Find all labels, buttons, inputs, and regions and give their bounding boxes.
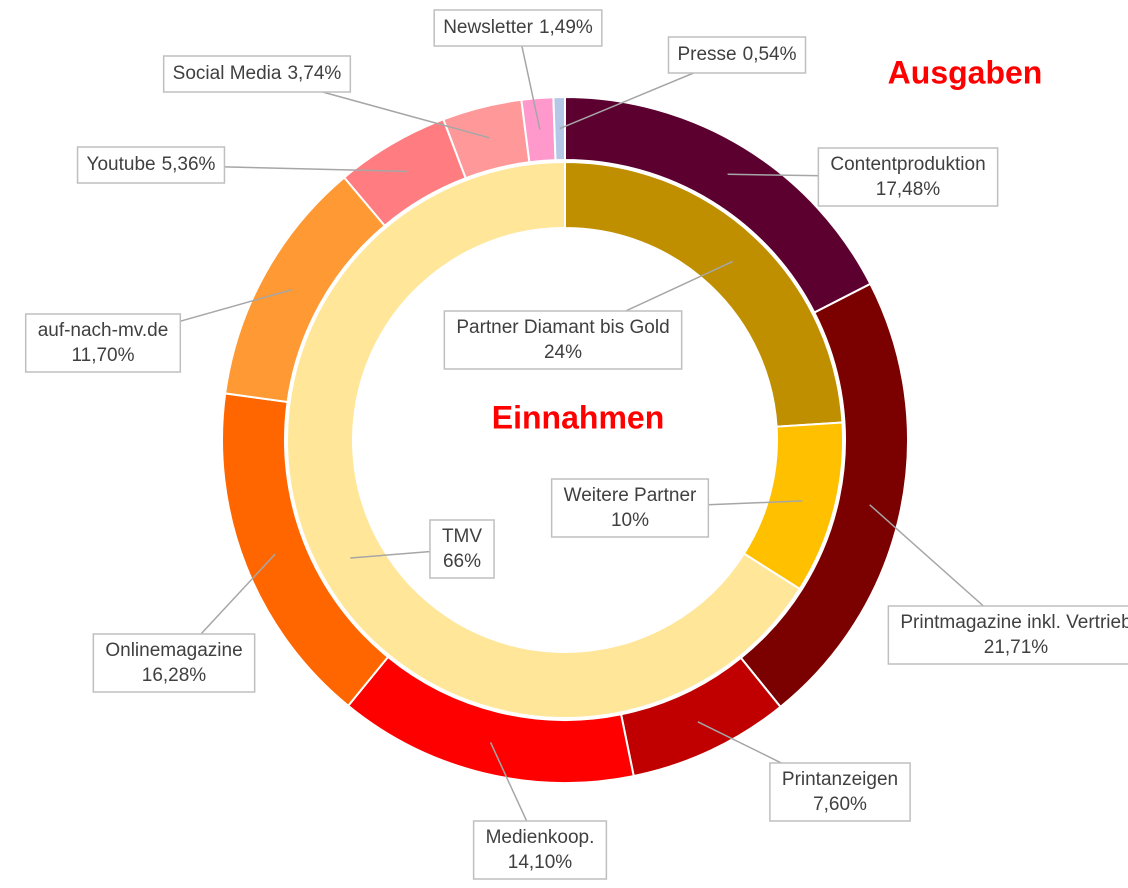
data-label: auf-nach-mv.de 11,70% (24, 313, 182, 373)
data-label: Partner Diamant bis Gold 24% (443, 310, 683, 370)
label-box (24, 313, 182, 373)
data-label: Presse 0,54% (667, 36, 807, 74)
label-value: 11,70% (71, 345, 134, 366)
label: Presse 0,54% (677, 44, 796, 65)
donut-slice (552, 95, 566, 162)
label-box (550, 478, 710, 538)
label-value: 14,10% (508, 852, 573, 873)
label-name: Onlinemagazine (105, 640, 242, 661)
data-label: TMV 66% (429, 519, 495, 579)
label-value: 10% (611, 510, 649, 531)
label-box (769, 762, 911, 822)
label-name: TMV (442, 526, 482, 547)
label-value: 21,71% (984, 637, 1049, 658)
label-box (817, 147, 999, 207)
label: Youtube 5,36% (87, 154, 216, 175)
label-name: Social Media (173, 63, 282, 84)
label-name: Printmagazine inkl. Vertrieb (900, 612, 1128, 633)
label: Social Media 3,74% (173, 63, 342, 84)
data-label: Onlinemagazine 16,28% (92, 633, 256, 693)
label-name: Printanzeigen (782, 769, 898, 790)
label-name: auf-nach-mv.de (38, 320, 169, 341)
data-label: Newsletter 1,49% (433, 9, 603, 47)
label-box (443, 310, 683, 370)
data-label: Medienkoop. 14,10% (472, 820, 608, 880)
label-value: 5,36% (162, 154, 216, 175)
label-box (429, 519, 495, 579)
data-label: Weitere Partner 10% (550, 478, 710, 538)
label-box (472, 820, 608, 880)
label-name: Contentproduktion (830, 154, 985, 175)
data-label: Social Media 3,74% (162, 55, 352, 93)
label-value: 3,74% (287, 63, 341, 84)
label-value: 16,28% (142, 665, 207, 686)
label-name: Partner Diamant bis Gold (456, 317, 669, 338)
data-label: Youtube 5,36% (76, 146, 226, 184)
label-name: Youtube (87, 154, 156, 175)
data-label: Printmagazine inkl. Vertrieb 21,71% (887, 605, 1128, 665)
chart-title: Einnahmen (492, 399, 664, 435)
data-label: Contentproduktion 17,48% (817, 147, 999, 207)
label-box (433, 9, 603, 47)
label-box (162, 55, 352, 93)
label-name: Presse (677, 44, 736, 65)
label-value: 7,60% (813, 794, 867, 815)
label-box (667, 36, 807, 74)
chart-title: Ausgaben (888, 54, 1043, 90)
label-value: 24% (544, 342, 582, 363)
label-name: Weitere Partner (564, 485, 697, 506)
label-name: Newsletter (443, 17, 533, 38)
label-name: Medienkoop. (486, 827, 595, 848)
label-value: 0,54% (743, 44, 797, 65)
label-value: 66% (443, 551, 481, 572)
data-label: Printanzeigen 7,60% (769, 762, 911, 822)
label-value: 17,48% (876, 179, 941, 200)
label-box (76, 146, 226, 184)
donut-slice (286, 160, 802, 719)
label-value: 1,49% (539, 17, 593, 38)
label: Newsletter 1,49% (443, 17, 593, 38)
label-box (92, 633, 256, 693)
label-box (887, 605, 1128, 665)
